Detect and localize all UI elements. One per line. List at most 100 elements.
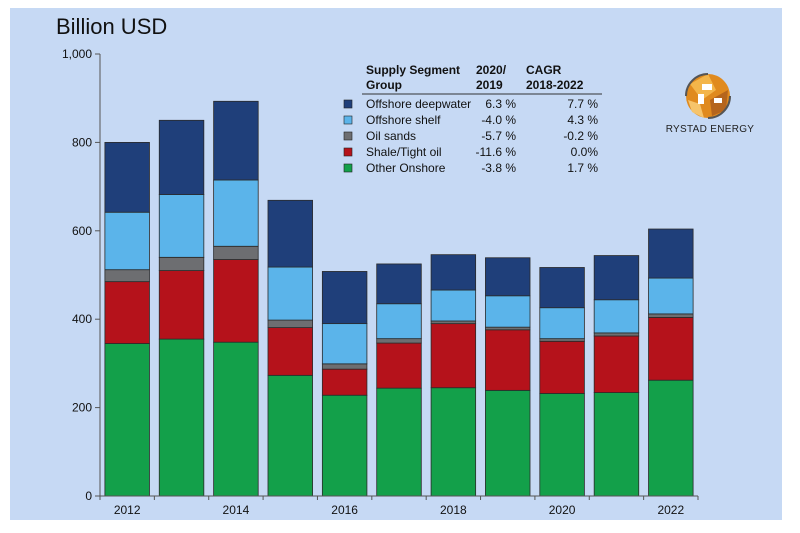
bar-segment: [593, 332, 640, 337]
legend-item-cagr: 0.0%: [571, 145, 599, 159]
bar-segment: [267, 266, 313, 321]
bar-segment: [430, 323, 477, 389]
legend-item-cagr: 7.7 %: [567, 97, 598, 111]
chart-panel: Billion USD 0 200 400 600 800 1,000 2012 2014 2…: [10, 8, 782, 520]
bar-segment: [648, 277, 694, 315]
x-axis: 2012 2014 2016 2018 2020 2022: [99, 495, 699, 517]
legend-header: Supply Segment: [366, 63, 460, 77]
x-tick-label: 2012: [114, 503, 141, 517]
bar-segment: [104, 281, 150, 344]
legend-item-change: -3.8 %: [481, 161, 516, 175]
bar-segment: [648, 228, 694, 279]
legend-header: 2019: [476, 78, 503, 92]
bar-segment: [158, 194, 205, 258]
bar-segment: [430, 387, 477, 497]
y-axis: 0 200 400 600 800 1,000: [62, 47, 101, 503]
bar-segment: [213, 179, 259, 247]
bar-segment: [376, 303, 422, 340]
y-tick-label: 400: [72, 312, 92, 326]
bar-segment: [430, 289, 477, 322]
legend-item-name: Offshore deepwater: [366, 97, 471, 111]
legend-header: CAGR: [526, 63, 562, 77]
legend-item-cagr: 4.3 %: [567, 113, 598, 127]
y-tick-label: 1,000: [62, 47, 92, 61]
bar-segment: [321, 368, 368, 396]
bar-segment: [321, 271, 368, 325]
legend-swatch: [343, 163, 353, 173]
y-tick-label: 600: [72, 224, 92, 238]
bar-segment: [485, 329, 531, 391]
bar-segment: [267, 199, 313, 268]
legend-swatch: [343, 99, 353, 109]
y-tick-label: 800: [72, 135, 92, 149]
bar-segment: [539, 393, 585, 497]
bar-segment: [158, 270, 205, 340]
bar-segment: [593, 392, 640, 497]
bar-segment: [648, 313, 694, 318]
bar-segment: [104, 141, 150, 213]
legend-item-cagr: 1.7 %: [567, 161, 598, 175]
bar-segment: [267, 319, 313, 328]
x-tick-label: 2022: [657, 503, 684, 517]
legend-item-change: 6.3 %: [485, 97, 516, 111]
legend-header: 2018-2022: [526, 78, 584, 92]
bar-segment: [593, 335, 640, 393]
bar-segment: [158, 338, 205, 497]
legend-swatch: [343, 131, 353, 141]
bar-segment: [104, 343, 150, 497]
legend-item-change: -4.0 %: [481, 113, 516, 127]
bars: [104, 100, 694, 497]
bar-segment: [648, 379, 694, 497]
legend-item-name: Other Onshore: [366, 161, 446, 175]
bar-segment: [376, 342, 422, 389]
bar-segment: [267, 327, 313, 376]
bar-segment: [213, 259, 259, 343]
bar-segment: [321, 323, 368, 365]
bar-segment: [321, 394, 368, 497]
logo-text: RYSTAD ENERGY: [665, 124, 755, 135]
legend-item-change: -5.7 %: [481, 129, 516, 143]
bar-segment: [485, 257, 531, 297]
legend-item-cagr: -0.2 %: [563, 129, 598, 143]
x-tick-label: 2018: [440, 503, 467, 517]
bar-segment: [430, 254, 477, 291]
bar-segment: [539, 307, 585, 340]
bar-segment: [648, 317, 694, 381]
bar-segment: [485, 295, 531, 328]
legend-swatch: [343, 147, 353, 157]
x-tick-label: 2014: [223, 503, 250, 517]
bar-segment: [593, 299, 640, 334]
bar-segment: [213, 245, 259, 260]
legend-item-change: -11.6 %: [476, 145, 517, 159]
bar-segment: [376, 263, 422, 305]
bar-segment: [485, 389, 531, 497]
bar-segment: [593, 255, 640, 301]
bar-segment: [213, 341, 259, 497]
bar-segment: [158, 119, 205, 195]
legend-header: 2020/: [476, 63, 507, 77]
bar-segment: [267, 374, 313, 497]
y-tick-label: 0: [85, 489, 92, 503]
y-tick-label: 200: [72, 401, 92, 415]
bar-segment: [376, 387, 422, 497]
bar-segment: [158, 256, 205, 271]
legend-swatch: [343, 115, 353, 125]
x-tick-label: 2020: [549, 503, 576, 517]
x-tick-label: 2016: [331, 503, 358, 517]
bar-segment: [104, 269, 150, 283]
bar-segment: [213, 100, 259, 181]
globe-icon: [685, 73, 731, 119]
bar-segment: [104, 211, 150, 271]
legend-item-name: Offshore shelf: [366, 113, 441, 127]
legend-header: Group: [366, 78, 402, 92]
bar-segment: [539, 267, 585, 309]
bar-segment: [539, 340, 585, 394]
y-axis-label: Billion USD: [56, 14, 167, 39]
legend-item-name: Shale/Tight oil: [366, 145, 442, 159]
bar-segment: [321, 363, 368, 370]
rystad-logo: RYSTAD ENERGY: [650, 70, 770, 140]
legend-item-name: Oil sands: [366, 129, 416, 143]
bar-segment: [376, 338, 422, 344]
